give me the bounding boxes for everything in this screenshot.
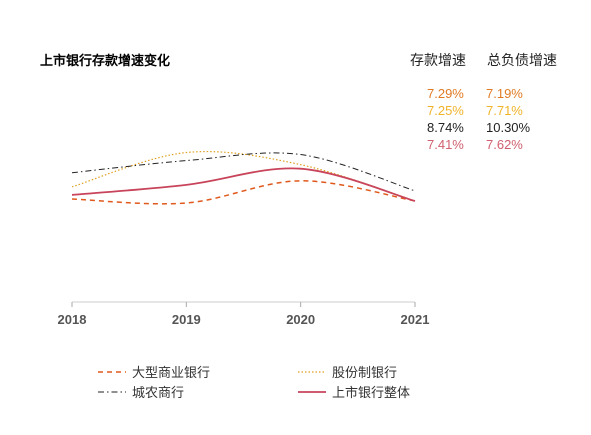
chart-title: 上市银行存款增速变化 xyxy=(40,53,171,68)
deposit-growth-header: 存款增速 xyxy=(410,52,466,68)
series-line-1 xyxy=(71,150,416,202)
legend-item-large-banks: 大型商业银行 xyxy=(98,362,210,381)
x-tick-label-2021: 2021 xyxy=(401,312,430,327)
legend-item-listed-overall: 上市银行整体 xyxy=(298,382,410,401)
series-line-3 xyxy=(71,167,416,202)
liability-value-joint-stock: 7.71% xyxy=(486,103,523,118)
legend-swatch-dashdot xyxy=(98,391,126,392)
legend-item-joint-stock: 股份制银行 xyxy=(298,362,397,381)
legend-item-city-rural: 城农商行 xyxy=(98,382,184,401)
legend-label: 大型商业银行 xyxy=(132,365,211,380)
deposit-value-listed-overall: 7.41% xyxy=(427,137,464,152)
deposit-value-large-banks: 7.29% xyxy=(427,86,464,101)
liability-value-listed-overall: 7.62% xyxy=(486,137,523,152)
legend-swatch-dashed xyxy=(98,370,126,373)
liability-value-large-banks: 7.19% xyxy=(486,86,523,101)
series-line-0 xyxy=(71,180,416,205)
series-line-2 xyxy=(71,152,416,192)
legend-swatch-dotted xyxy=(298,370,326,373)
legend-swatch-solid xyxy=(298,390,326,393)
x-tick-label-2020: 2020 xyxy=(286,312,315,327)
deposit-value-city-rural: 8.74% xyxy=(427,120,464,135)
x-tick-label-2019: 2019 xyxy=(172,312,201,327)
legend-label: 股份制银行 xyxy=(332,365,398,380)
liability-growth-header: 总负债增速 xyxy=(487,52,557,68)
x-tick-label-2018: 2018 xyxy=(58,312,87,327)
liability-value-city-rural: 10.30% xyxy=(486,120,531,135)
legend-label: 上市银行整体 xyxy=(332,385,411,400)
deposit-value-joint-stock: 7.25% xyxy=(427,103,464,118)
legend-label: 城农商行 xyxy=(132,385,185,400)
